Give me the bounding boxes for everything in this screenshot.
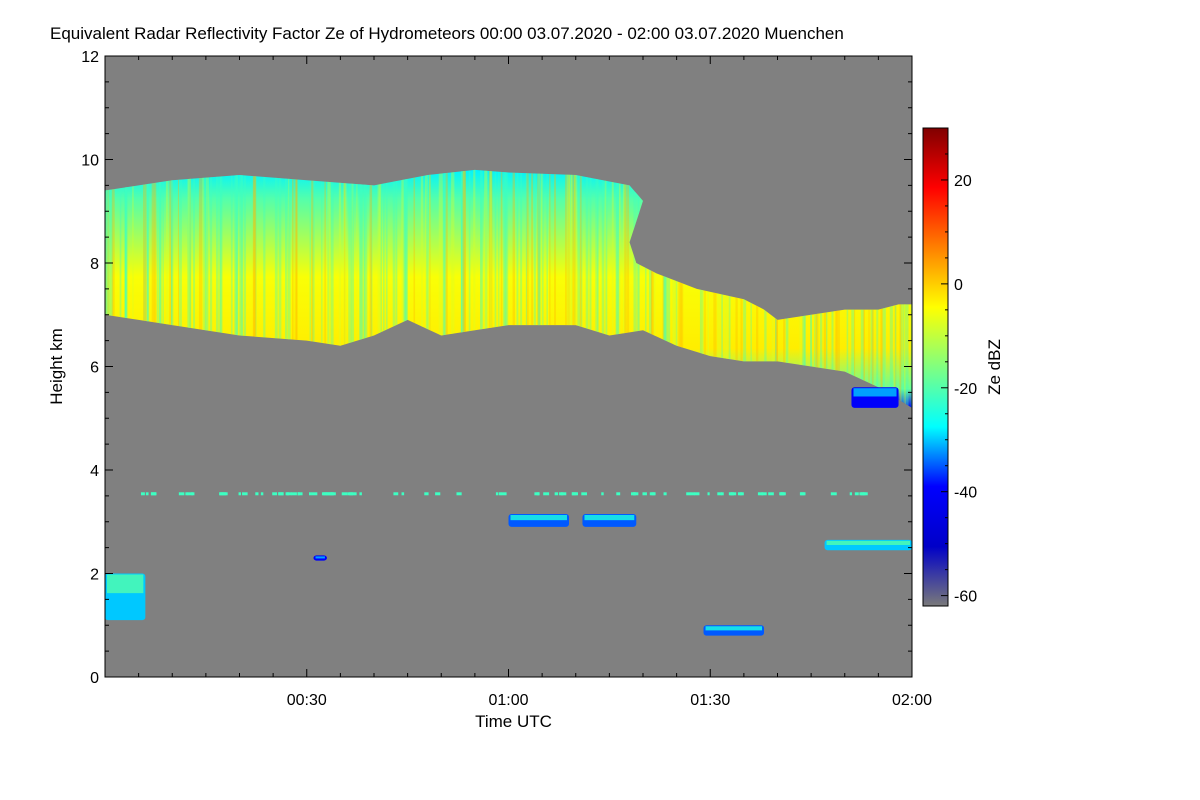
colorbar-scale [922,127,949,607]
y-tick-label: 8 [90,256,99,273]
y-tick-label: 12 [81,49,99,66]
colorbar-label: Ze dBZ [985,339,1004,395]
x-tick-label: 00:30 [287,692,327,709]
y-tick-label: 6 [90,360,99,377]
colorbar-tick-label: -60 [954,589,977,606]
x-tick-label: 02:00 [892,692,932,709]
y-tick-label: 0 [90,670,99,687]
y-tick-label: 10 [81,153,99,170]
y-axis-label: Height km [47,328,66,405]
x-tick-label: 01:30 [690,692,730,709]
plot-background [105,56,912,677]
colorbar-tick-label: 20 [954,173,972,190]
x-axis-label: Time UTC [475,712,552,731]
plot-area [104,55,913,678]
colorbar-tick-label: 0 [954,277,963,294]
colorbar-tick-label: -20 [954,381,977,398]
clutter-speckles [140,492,868,496]
colorbar: 20 0 -20 -40 -60 [922,127,977,607]
y-tick-label: 4 [90,463,99,480]
colorbar-tick-label: -40 [954,485,977,502]
y-tick-label: 2 [90,567,99,584]
cloud-layer [105,169,912,408]
chart-title: Equivalent Radar Reflectivity Factor Ze … [50,24,844,43]
y-axis: 0 2 4 6 8 10 12 [81,49,912,687]
x-axis: 00:30 01:00 01:30 02:00 [104,56,932,709]
x-tick-label: 01:00 [488,692,528,709]
